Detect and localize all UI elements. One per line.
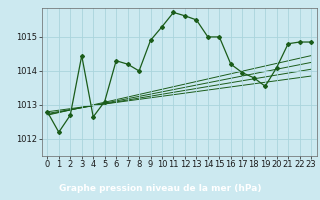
Text: Graphe pression niveau de la mer (hPa): Graphe pression niveau de la mer (hPa) — [59, 184, 261, 193]
